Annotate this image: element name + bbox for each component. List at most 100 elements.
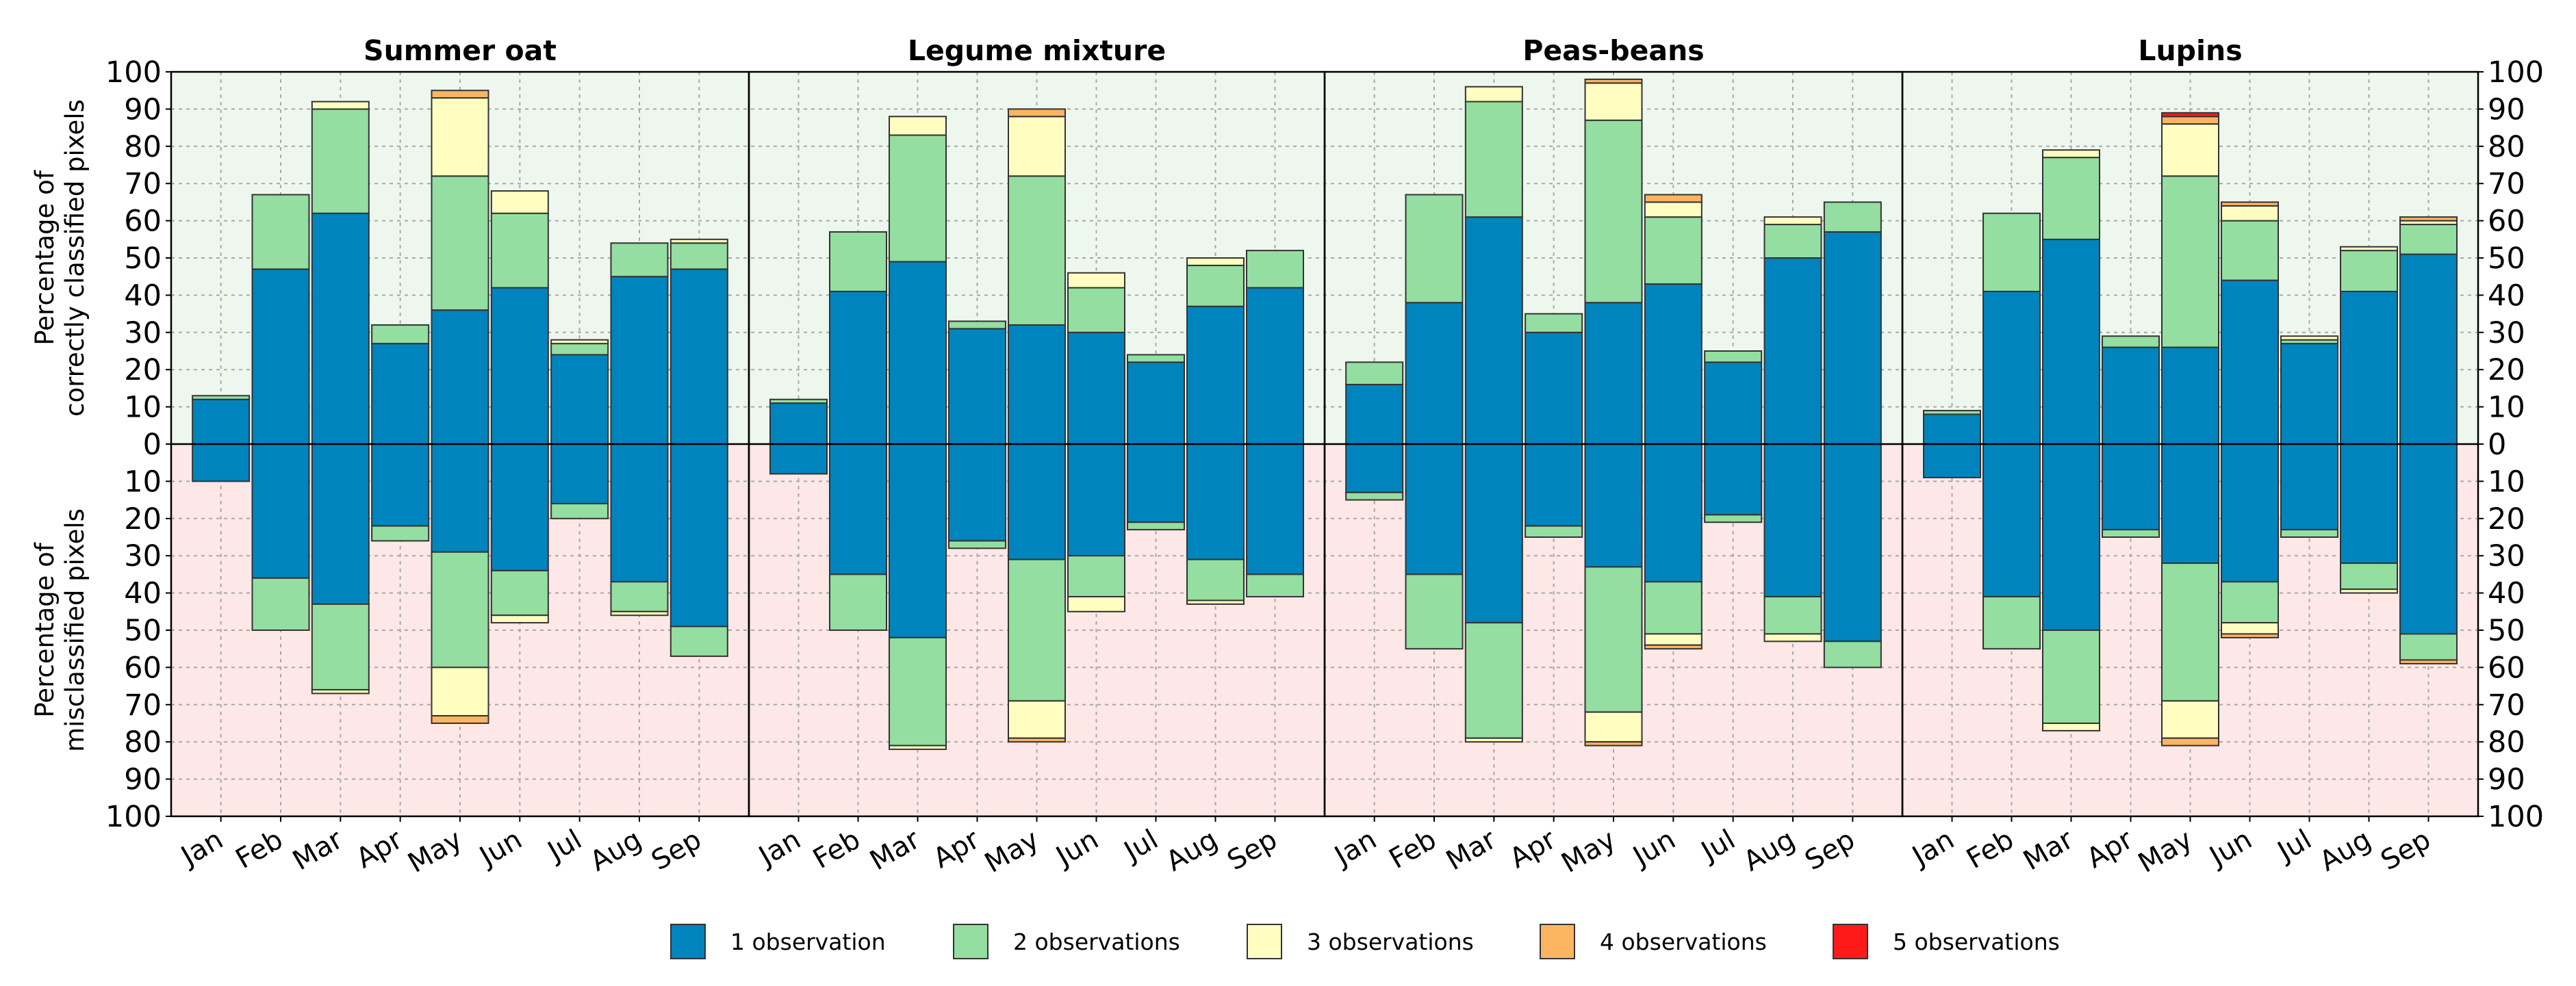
bar-segment — [1982, 596, 2041, 650]
bar-segment — [2340, 250, 2398, 292]
bar-segment — [1823, 201, 1882, 233]
bar-segment — [2161, 737, 2219, 747]
bar-segment — [1186, 264, 1245, 307]
bar-segment — [669, 238, 728, 244]
y-tick-label-left: 80 — [124, 725, 162, 760]
y-tick-label-right: 50 — [2488, 242, 2525, 276]
bar-segment — [889, 116, 947, 136]
y-tick-label-left: 60 — [124, 205, 162, 239]
y-tick-label-left: 60 — [124, 651, 162, 685]
bar-segment — [1464, 443, 1523, 624]
bar-segment — [251, 443, 310, 579]
month-tick-label: Jul — [541, 824, 587, 868]
bar-segment — [1763, 257, 1822, 445]
y-axis-title-bottom: Percentage ofmisclassified pixels — [30, 508, 90, 752]
legend: 1 observation 2 observations 3 observation… — [670, 924, 2060, 959]
legend-label: 5 observations — [1893, 929, 2060, 955]
bar-segment — [1923, 443, 1981, 478]
bar-segment — [2102, 335, 2160, 348]
bar-segment — [311, 101, 370, 110]
legend-label: 2 observations — [1013, 929, 1180, 955]
bar-segment — [431, 90, 489, 99]
bar-segment — [2221, 279, 2279, 445]
bar-segment — [371, 443, 430, 527]
bar-segment — [1823, 231, 1882, 445]
bar-segment — [1644, 216, 1703, 285]
bar-segment — [2280, 335, 2338, 341]
month-tick-label: Sep — [1222, 824, 1282, 877]
bar-segment — [1246, 250, 1304, 289]
bar-segment — [1008, 737, 1066, 743]
month-tick-label: Mar — [1441, 824, 1502, 877]
bar-segment — [1584, 711, 1643, 743]
bar-segment — [1464, 86, 1523, 103]
bar-segment — [251, 268, 310, 445]
bar-segment — [889, 744, 947, 751]
bar-segment — [1405, 302, 1464, 445]
y-tick-label-left: 20 — [124, 502, 162, 536]
bar-segment — [2399, 224, 2458, 255]
month-tick-label: Jan — [752, 824, 806, 873]
bar-segment — [1345, 383, 1404, 445]
y-tick-label-left: 0 — [143, 428, 162, 462]
bar-segment — [1704, 350, 1763, 363]
bar-segment — [610, 276, 669, 445]
y-tick-label-left: 30 — [124, 316, 162, 350]
bar-segment — [371, 343, 430, 445]
bar-segment — [1644, 581, 1703, 635]
y-tick-label-right: 90 — [2488, 92, 2525, 127]
bar-segment — [192, 395, 251, 400]
bar-segment — [1345, 491, 1404, 501]
bar-segment — [769, 398, 828, 404]
bar-segment — [1345, 361, 1404, 385]
month-tick-label: Feb — [231, 824, 288, 875]
bar-segment — [311, 689, 370, 695]
bar-segment — [431, 97, 489, 177]
bar-segment — [2042, 443, 2100, 631]
y-tick-label-left: 80 — [124, 130, 162, 164]
bar-segment — [311, 108, 370, 214]
bar-segment — [1763, 596, 1822, 635]
bar-segment — [550, 443, 609, 505]
bar-segment — [1246, 443, 1304, 575]
month-tick-label: Feb — [1961, 824, 2019, 875]
month-tick-label: Jun — [2203, 824, 2258, 874]
bar-segment — [669, 242, 728, 270]
bar-segment — [2221, 581, 2279, 624]
bar-segment — [1525, 331, 1583, 445]
bar-segment — [829, 573, 887, 632]
bar-segment — [2280, 529, 2338, 538]
panel-frames — [166, 70, 2484, 822]
bar-segment — [2340, 562, 2398, 591]
month-tick-label: Mar — [865, 824, 926, 877]
bar-segment — [2161, 562, 2219, 702]
bar-segment — [2102, 346, 2160, 445]
y-tick-label-left: 20 — [124, 353, 162, 387]
bar-segment — [431, 175, 489, 311]
bar-segment — [1704, 361, 1763, 445]
bar-segment — [1982, 212, 2041, 292]
y-tick-label-left: 40 — [124, 577, 162, 611]
y-tick-label-right: 100 — [2488, 55, 2544, 90]
bar-segment — [1186, 599, 1245, 605]
bar-segment — [1464, 216, 1523, 445]
month-tick-label: Jul — [1117, 824, 1163, 868]
bar-segment — [1525, 443, 1583, 527]
y-tick-label-right: 60 — [2488, 205, 2525, 239]
bar-segment — [2221, 443, 2279, 583]
bar-segment — [1186, 305, 1245, 445]
month-tick-label: May — [1556, 824, 1621, 879]
bar-segment — [1186, 257, 1245, 266]
bar-segment — [431, 309, 489, 445]
month-tick-label: May — [980, 824, 1045, 879]
month-tick-label: Apr — [1505, 824, 1561, 875]
legend-label: 3 observations — [1307, 929, 1474, 955]
bar-segment — [1008, 324, 1066, 445]
bar-segment — [1644, 443, 1703, 583]
y-tick-label-right: 10 — [2488, 465, 2525, 499]
bar-segment — [1982, 290, 2041, 445]
bar-segment — [1763, 216, 1822, 226]
month-tick-label: Feb — [1384, 824, 1442, 875]
bar-segment — [2042, 723, 2100, 731]
